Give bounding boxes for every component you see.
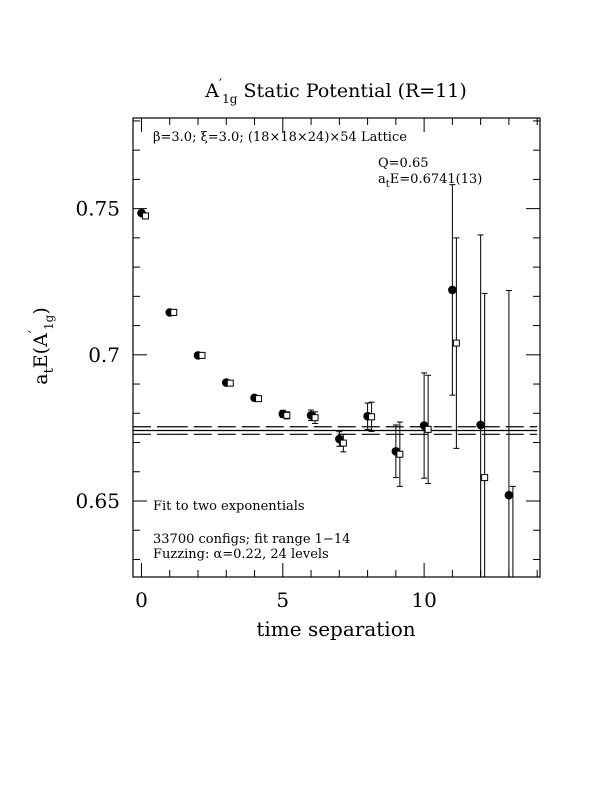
data-marks [137,184,516,577]
data-point-circle [476,420,485,430]
fit-note: Fit to two exponentials [153,499,305,514]
x-tick-label: 10 [411,588,436,612]
configs-note: 33700 configs; fit range 1−14 [153,532,350,547]
fuzzing-note: Fuzzing: α=0.22, 24 levels [153,547,329,562]
x-axis-label: time separation [256,617,415,641]
data-point-square [283,411,291,419]
fit-lines [133,426,538,435]
data-point-circle [448,285,457,295]
data-point-square [452,339,460,347]
data-point-square [226,379,234,387]
axis-ticks [133,118,540,577]
lattice-annotation: β=3.0; ξ=3.0; (18×18×24)×54 Lattice [153,130,407,145]
data-point-square [424,425,432,433]
y-axis-label: atE(A′1g) [27,307,57,385]
data-point-square [339,439,347,447]
chart-title: A′1g Static Potential (R=11) [204,77,467,106]
data-point-square [141,212,149,220]
q-value-annotation: Q=0.65 [378,156,429,171]
energy-annotation: atE=0.6741(13) [378,172,482,190]
y-tick-label: 0.75 [75,197,120,221]
x-tick-label: 5 [276,588,289,612]
data-point-square [311,414,319,422]
data-point-square [368,413,376,421]
data-point-square [396,450,404,458]
y-tick-label: 0.7 [88,343,120,367]
plot-frame [132,117,541,578]
x-tick-label: 0 [135,588,148,612]
data-point-square [198,351,206,359]
data-point-circle [504,490,514,500]
y-tick-label: 0.65 [75,489,120,513]
data-point-square [170,308,178,316]
data-point-square [255,395,263,403]
axis-tick-labels: 0 5 10 0.65 0.7 0.75 [75,197,436,612]
data-point-square [481,474,489,482]
